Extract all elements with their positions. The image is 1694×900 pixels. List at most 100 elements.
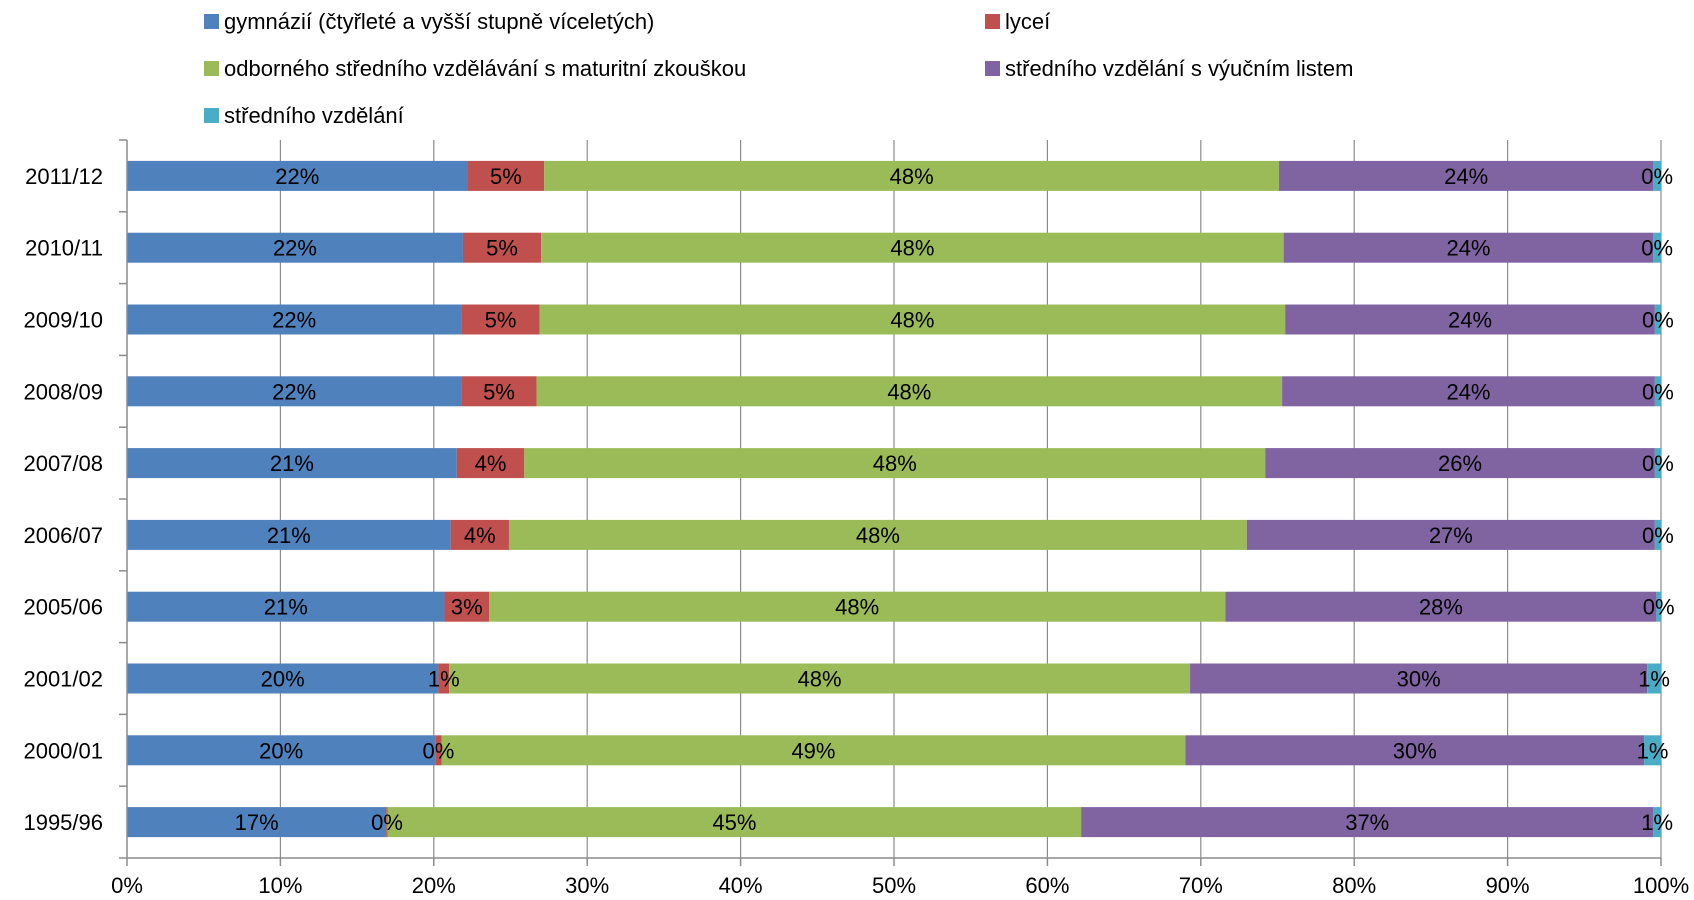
bar-segment [450, 519, 509, 550]
bar-segment [1653, 160, 1661, 191]
bar-segment [1265, 448, 1655, 479]
bar-segment [127, 519, 451, 550]
data-label: 3% [451, 595, 483, 620]
data-label: 5% [486, 236, 518, 261]
bar-segment [444, 591, 490, 622]
data-label: 4% [464, 523, 496, 548]
bar-segment [1647, 663, 1661, 694]
data-label: 0% [423, 738, 455, 763]
x-tick-label: 30% [565, 873, 609, 898]
legend-swatch [204, 14, 219, 29]
bar-segment [1285, 304, 1655, 335]
legend-label: odborného středního vzdělávání s maturit… [224, 56, 746, 81]
legend-swatch [985, 14, 1000, 29]
legend-swatch [204, 108, 219, 123]
legend-swatch [204, 61, 219, 76]
bar-segment [1653, 232, 1661, 263]
bar-segment [1654, 304, 1661, 335]
x-tick-label: 90% [1486, 873, 1530, 898]
data-label: 22% [273, 236, 317, 261]
data-label: 22% [272, 308, 316, 333]
x-tick-label: 20% [412, 873, 456, 898]
bar-segment [461, 376, 537, 407]
data-label: 45% [712, 810, 756, 835]
data-label: 4% [475, 451, 507, 476]
data-label: 1% [428, 667, 460, 692]
legend-item: odborného středního vzdělávání s maturit… [204, 56, 746, 81]
bar-segment [1279, 160, 1654, 191]
x-tick-label: 0% [111, 873, 143, 898]
data-label: 37% [1345, 810, 1389, 835]
category-label: 1995/96 [23, 810, 103, 835]
data-label: 24% [1448, 308, 1492, 333]
category-label: 2011/12 [25, 164, 103, 189]
x-tick-label: 50% [872, 873, 916, 898]
bar-segment [1185, 735, 1645, 766]
data-label: 48% [887, 379, 931, 404]
legend: gymnázií (čtyřleté a vyšší stupně vícele… [204, 9, 1353, 128]
bar-segment [127, 304, 462, 335]
data-label: 0% [1641, 236, 1673, 261]
bar-segment [127, 591, 445, 622]
bar-segment [1654, 519, 1661, 550]
bar-segment [544, 160, 1280, 191]
bar-segment [1653, 807, 1661, 838]
data-label: 48% [890, 164, 934, 189]
category-label: 2008/09 [23, 379, 103, 404]
bar-segment [539, 304, 1286, 335]
data-label: 5% [490, 164, 522, 189]
bar-segment [435, 735, 442, 766]
data-labels: 22% 5% 48% 24% 0% 22% 5% 48% 24% 0% 22% 5% 48% 24% 0% 2… [235, 164, 1675, 835]
data-label: 22% [275, 164, 319, 189]
x-tick-label: 70% [1179, 873, 1223, 898]
legend-item: lyceí [985, 9, 1050, 34]
data-label: 48% [890, 236, 934, 261]
bar-segment [127, 663, 439, 694]
bar-segment [462, 232, 542, 263]
x-tick-label: 40% [719, 873, 763, 898]
bar-segment [536, 376, 1283, 407]
bar-segment [1246, 519, 1655, 550]
bars [127, 160, 1661, 838]
bar-segment [1282, 376, 1655, 407]
data-label: 0% [1642, 523, 1674, 548]
bar-segment [541, 232, 1284, 263]
bar-segment [127, 448, 457, 479]
legend-item: středního vzdělání [204, 103, 404, 128]
bar-segment [1654, 376, 1661, 407]
bar-segment [127, 807, 387, 838]
category-label: 2006/07 [23, 523, 103, 548]
bar-segment [1081, 807, 1654, 838]
bar-segment [1654, 448, 1661, 479]
category-label: 2009/10 [23, 308, 103, 333]
bar-segment [127, 232, 463, 263]
data-label: 30% [1397, 667, 1441, 692]
bar-segment [1283, 232, 1654, 263]
data-label: 0% [1642, 379, 1674, 404]
x-tick-label: 80% [1332, 873, 1376, 898]
axes: 0% 10% 20% 30% 40% 50% 60% 70% 80% 90% 100% 2011/12… [23, 139, 1689, 898]
bar-segment [387, 807, 1082, 838]
data-label: 48% [856, 523, 900, 548]
bar-segment [449, 663, 1191, 694]
data-label: 48% [835, 595, 879, 620]
bar-segment [1656, 591, 1661, 622]
category-label: 2001/02 [23, 667, 103, 692]
bar-segment [441, 735, 1186, 766]
category-label: 2000/01 [23, 738, 103, 763]
x-tick-label: 60% [1025, 873, 1069, 898]
data-label: 48% [798, 667, 842, 692]
data-label: 17% [235, 810, 279, 835]
data-label: 0% [1641, 164, 1673, 189]
data-label: 28% [1419, 595, 1463, 620]
bar-segment [127, 160, 468, 191]
bar-segment [438, 663, 450, 694]
bar-segment [386, 807, 388, 838]
legend-label: středního vzdělání s výučním listem [1005, 56, 1353, 81]
data-label: 24% [1446, 379, 1490, 404]
bar-segment [524, 448, 1266, 479]
data-label: 0% [1643, 595, 1675, 620]
data-label: 5% [485, 308, 517, 333]
data-label: 20% [261, 667, 305, 692]
data-label: 22% [272, 379, 316, 404]
